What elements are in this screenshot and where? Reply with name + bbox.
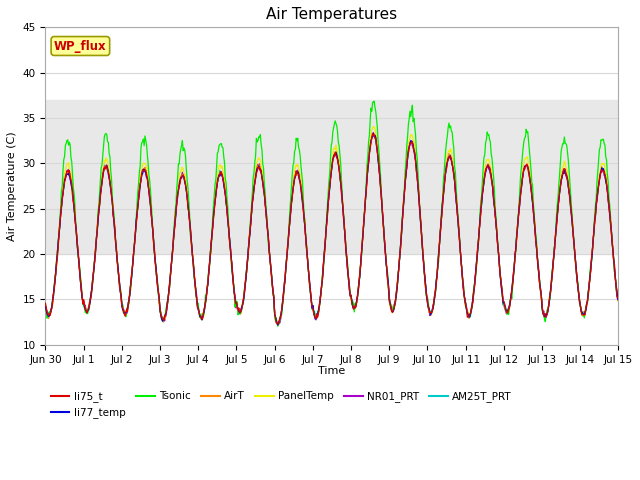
X-axis label: Time: Time xyxy=(318,366,346,376)
Text: WP_flux: WP_flux xyxy=(54,39,107,52)
Legend: li75_t, li77_temp, Tsonic, AirT, PanelTemp, NR01_PRT, AM25T_PRT: li75_t, li77_temp, Tsonic, AirT, PanelTe… xyxy=(51,391,512,418)
Y-axis label: Air Temperature (C): Air Temperature (C) xyxy=(7,131,17,241)
Bar xyxy=(45,100,618,254)
Title: Air Temperatures: Air Temperatures xyxy=(266,7,397,22)
